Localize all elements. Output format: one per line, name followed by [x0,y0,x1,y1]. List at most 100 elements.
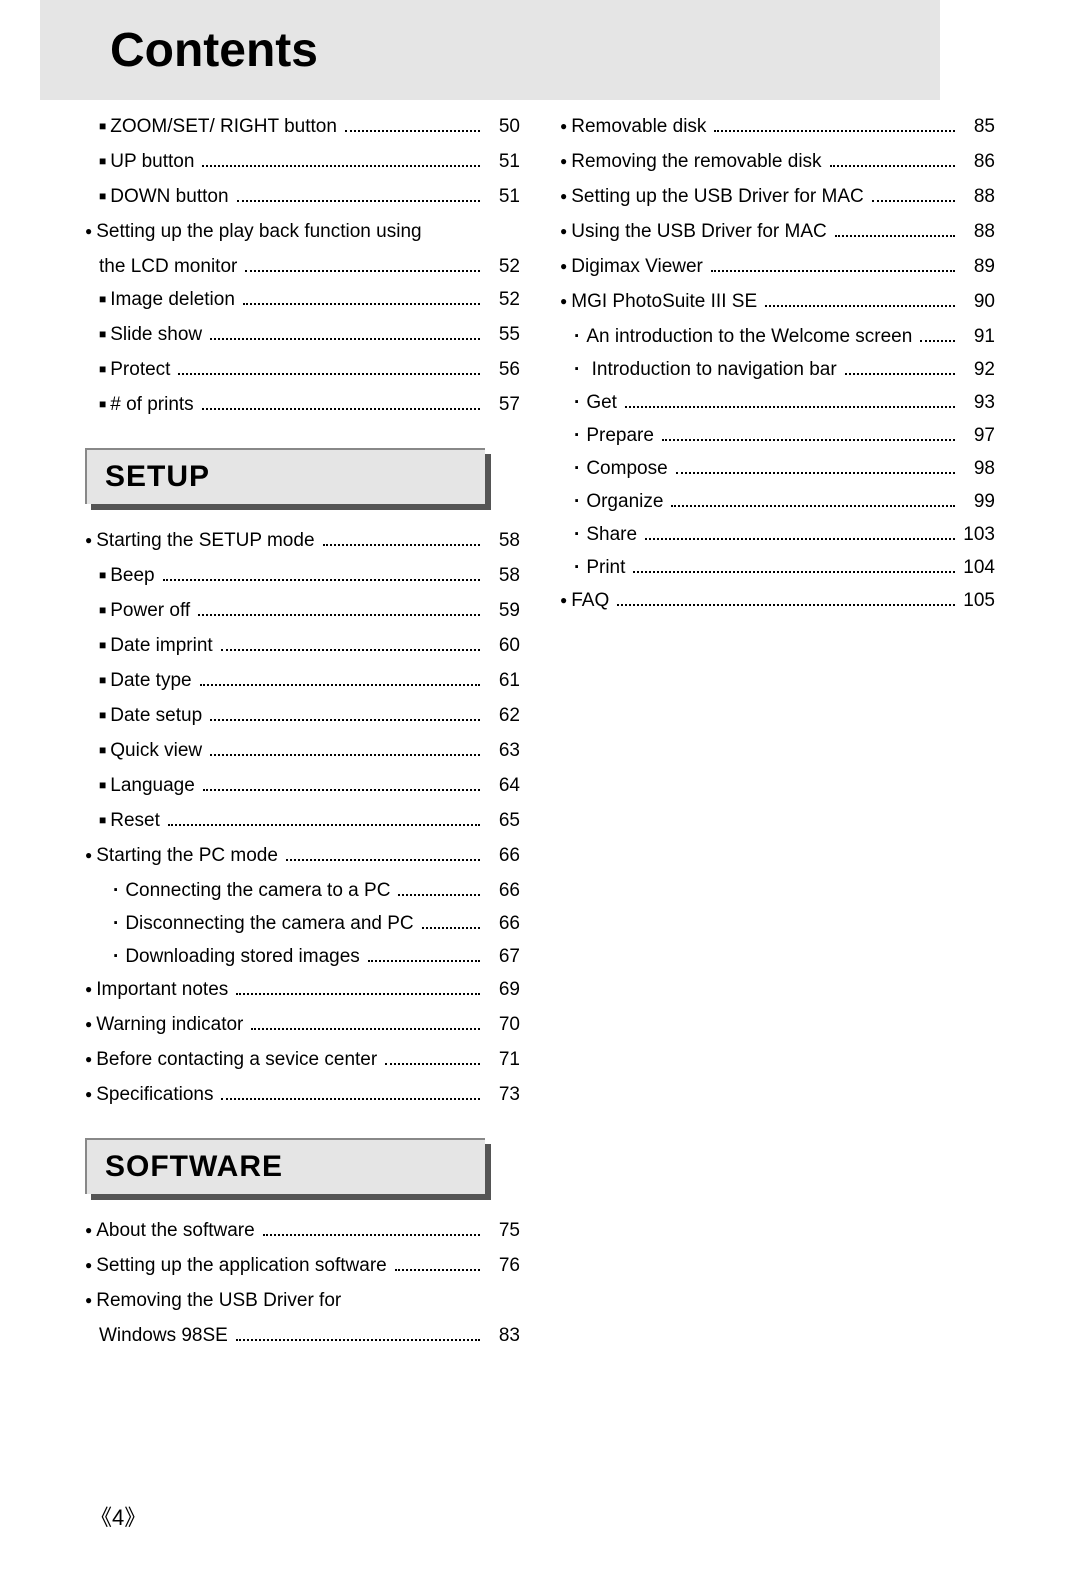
toc-entry: Digimax Viewer89 [560,250,995,285]
toc-leader [263,1217,480,1236]
toc-page: 88 [961,180,995,213]
toc-label: Beep [85,559,155,594]
toc-label: the LCD monitor [85,250,237,283]
toc-label: Warning indicator [85,1008,243,1043]
toc-leader [345,113,480,132]
toc-entry: Protect56 [85,353,520,388]
toc-page: 99 [961,485,995,518]
toc-label: Disconnecting the camera and PC [85,907,414,940]
toc-page: 61 [486,664,520,697]
toc-page: 65 [486,804,520,837]
toc-label: Compose [560,452,668,485]
toc-label: # of prints [85,388,194,423]
contents-columns: ZOOM/SET/ RIGHT button50UP button 51DOWN … [85,110,995,1352]
toc-list-software: About the software75Setting up the appli… [85,1214,520,1352]
toc-entry: Downloading stored images67 [85,940,520,973]
toc-entry: Starting the SETUP mode 58 [85,524,520,559]
toc-entry: Compose 98 [560,452,995,485]
toc-leader [210,321,480,340]
toc-label: Introduction to navigation bar [560,353,837,386]
toc-entry: Starting the PC mode66 [85,839,520,874]
toc-entry: Setting up the application software76 [85,1249,520,1284]
toc-entry: ZOOM/SET/ RIGHT button50 [85,110,520,145]
toc-leader [617,587,955,606]
section-header-setup: SETUP [85,448,485,504]
toc-entry: Introduction to navigation bar 92 [560,353,995,386]
toc-leader [398,877,480,896]
toc-page: 60 [486,629,520,662]
toc-label: Date imprint [85,629,213,664]
toc-leader [210,702,480,721]
toc-entry: # of prints 57 [85,388,520,423]
toc-page: 51 [486,180,520,213]
toc-page: 51 [486,145,520,178]
toc-leader [323,527,480,546]
toc-page: 91 [961,320,995,353]
toc-page: 70 [486,1008,520,1041]
column-right: Removable disk85Removing the removable d… [560,110,995,1352]
toc-page: 89 [961,250,995,283]
page-header: Contents [40,0,940,100]
toc-list-top: ZOOM/SET/ RIGHT button50UP button 51DOWN … [85,110,520,423]
toc-page: 73 [486,1078,520,1111]
toc-entry: Connecting the camera to a PC 66 [85,874,520,907]
toc-page: 75 [486,1214,520,1247]
toc-entry: the LCD monitor 52 [85,250,520,283]
toc-label: Starting the SETUP mode [85,524,315,559]
toc-leader [711,253,955,272]
toc-label: Removing the removable disk [560,145,822,180]
toc-page: 90 [961,285,995,318]
toc-page: 52 [486,283,520,316]
toc-entry: Power off59 [85,594,520,629]
toc-page: 93 [961,386,995,419]
toc-label: Connecting the camera to a PC [85,874,390,907]
toc-page: 52 [486,250,520,283]
toc-label: Setting up the application software [85,1249,387,1284]
toc-page: 66 [486,874,520,907]
toc-page: 64 [486,769,520,802]
toc-label: Quick view [85,734,202,769]
toc-label: Using the USB Driver for MAC [560,215,827,250]
section-title: SETUP [85,448,485,504]
toc-label: Reset [85,804,160,839]
toc-page: 66 [486,907,520,940]
toc-leader [168,807,480,826]
toc-leader [765,288,955,307]
toc-leader [830,148,955,167]
toc-entry: DOWN button51 [85,180,520,215]
toc-leader [385,1046,480,1065]
toc-leader [198,597,480,616]
toc-page: 57 [486,388,520,421]
toc-page: 98 [961,452,995,485]
toc-leader [163,562,480,581]
toc-entry: Disconnecting the camera and PC 66 [85,907,520,940]
toc-leader [625,389,955,408]
toc-leader [645,521,955,540]
toc-page: 58 [486,559,520,592]
toc-entry: Share103 [560,518,995,551]
toc-leader [662,422,955,441]
toc-entry: Image deletion52 [85,283,520,318]
toc-entry: Language64 [85,769,520,804]
toc-leader [676,455,955,474]
toc-page: 56 [486,353,520,386]
toc-label: Power off [85,594,190,629]
toc-label: Organize [560,485,663,518]
toc-entry: About the software 75 [85,1214,520,1249]
toc-leader [633,554,955,573]
toc-page: 67 [486,940,520,973]
toc-label: UP button [85,145,194,180]
toc-page: 58 [486,524,520,557]
toc-entry: Print104 [560,551,995,584]
toc-leader [920,323,955,342]
toc-label: Get [560,386,617,419]
toc-list-right: Removable disk85Removing the removable d… [560,110,995,619]
section-title: SOFTWARE [85,1138,485,1194]
toc-label: About the software [85,1214,255,1249]
toc-page: 88 [961,215,995,248]
toc-entry: Removing the removable disk86 [560,145,995,180]
toc-page: 83 [486,1319,520,1352]
toc-page: 92 [961,353,995,386]
toc-entry: Reset 65 [85,804,520,839]
toc-page: 50 [486,110,520,143]
